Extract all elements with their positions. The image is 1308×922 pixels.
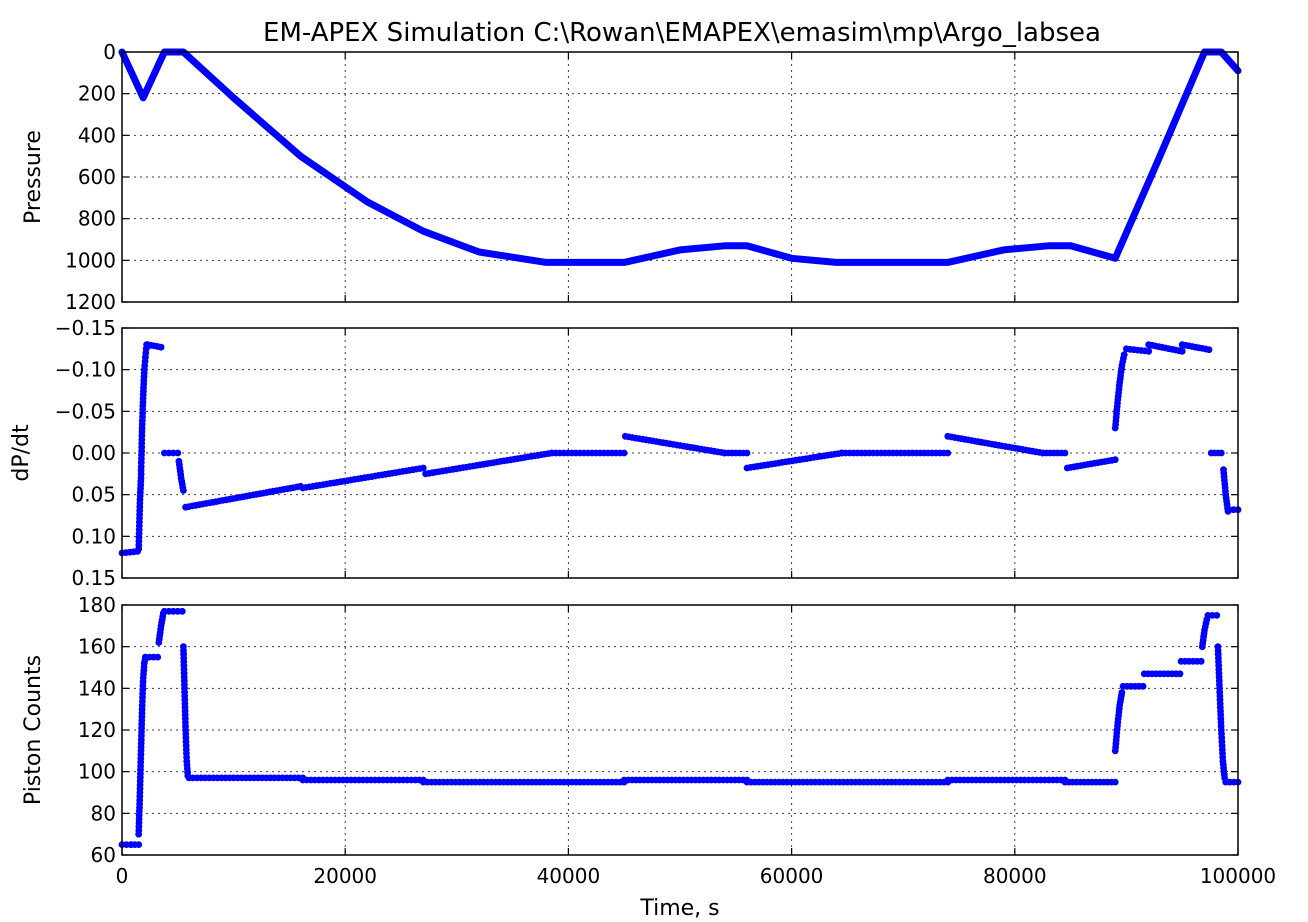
- dpdt-point: [1178, 347, 1186, 355]
- y-tick-label: −0.05: [55, 399, 116, 423]
- y-tick-label: 600: [78, 165, 116, 189]
- y-tick-label: 400: [78, 123, 116, 147]
- dpdt-point: [174, 449, 182, 457]
- piston-point: [1118, 689, 1126, 696]
- y-axis-label: Pressure: [21, 130, 46, 224]
- y-tick-label: 0.00: [71, 441, 116, 465]
- dpdt-point: [157, 343, 165, 351]
- dpdt-point: [1217, 449, 1225, 457]
- y-tick-label: 140: [78, 676, 116, 700]
- x-tick-label: 60000: [760, 864, 824, 888]
- x-tick-label: 80000: [983, 864, 1047, 888]
- y-tick-label: 0: [103, 40, 116, 64]
- y-tick-label: −0.15: [55, 316, 116, 340]
- x-axis-label: Time, s: [639, 896, 719, 921]
- x-tick-label: 100000: [1200, 864, 1276, 888]
- piston-point: [1139, 682, 1147, 690]
- y-tick-label: 800: [78, 207, 116, 231]
- y-tick-label: 180: [78, 593, 116, 617]
- y-tick-label: 160: [78, 635, 116, 659]
- y-tick-label: 200: [78, 82, 116, 106]
- piston-counts-panel: 0 20000 40000 60000 80000 100000 60 80 100 120 140…: [21, 593, 1276, 888]
- dpdt-point: [419, 464, 427, 472]
- y-tick-label: 80: [91, 801, 116, 825]
- y-tick-label: 120: [78, 718, 116, 742]
- y-tick-label: 1000: [65, 248, 116, 272]
- dpdt-point: [1111, 456, 1119, 464]
- dpdt-point: [1061, 449, 1069, 457]
- piston-point: [1176, 670, 1184, 678]
- y-tick-label: 1200: [65, 290, 116, 314]
- dpdt-panel: −0.15 −0.10 −0.05 0.00 0.05 0.10 0.15 dP/dt: [9, 316, 1242, 590]
- dpdt-point: [620, 449, 628, 457]
- piston-point: [178, 607, 186, 615]
- figure-title: EM-APEX Simulation C:\Rowan\EMAPEX\emasi…: [263, 18, 1101, 48]
- pressure-panel: 0 200 400 600 800 1000 1200 Pressure: [21, 40, 1242, 314]
- x-tick-label: 20000: [313, 864, 377, 888]
- piston-point: [135, 841, 143, 848]
- piston-point: [1111, 778, 1119, 786]
- pressure-series-line: [118, 48, 1242, 266]
- piston-point: [1197, 657, 1205, 665]
- dpdt-point: [944, 449, 952, 457]
- y-tick-label: 100: [78, 760, 116, 784]
- piston-point: [154, 653, 162, 661]
- y-axis-label: dP/dt: [9, 424, 34, 482]
- dpdt-point: [743, 449, 751, 457]
- dpdt-point: [1145, 347, 1153, 355]
- y-tick-label: −0.10: [55, 358, 116, 382]
- x-tick-label: 0: [116, 864, 129, 888]
- y-tick-label: 60: [91, 843, 116, 867]
- x-tick-label: 40000: [537, 864, 601, 888]
- y-tick-label: 0.15: [71, 566, 116, 590]
- dpdt-point: [1205, 346, 1213, 354]
- dpdt-point: [1120, 351, 1128, 359]
- dpdt-point: [180, 487, 187, 494]
- y-tick-label: 0.05: [71, 483, 116, 507]
- y-axis-label: Piston Counts: [21, 655, 46, 805]
- y-tick-label: 0.10: [71, 524, 116, 548]
- piston-point: [1213, 612, 1221, 619]
